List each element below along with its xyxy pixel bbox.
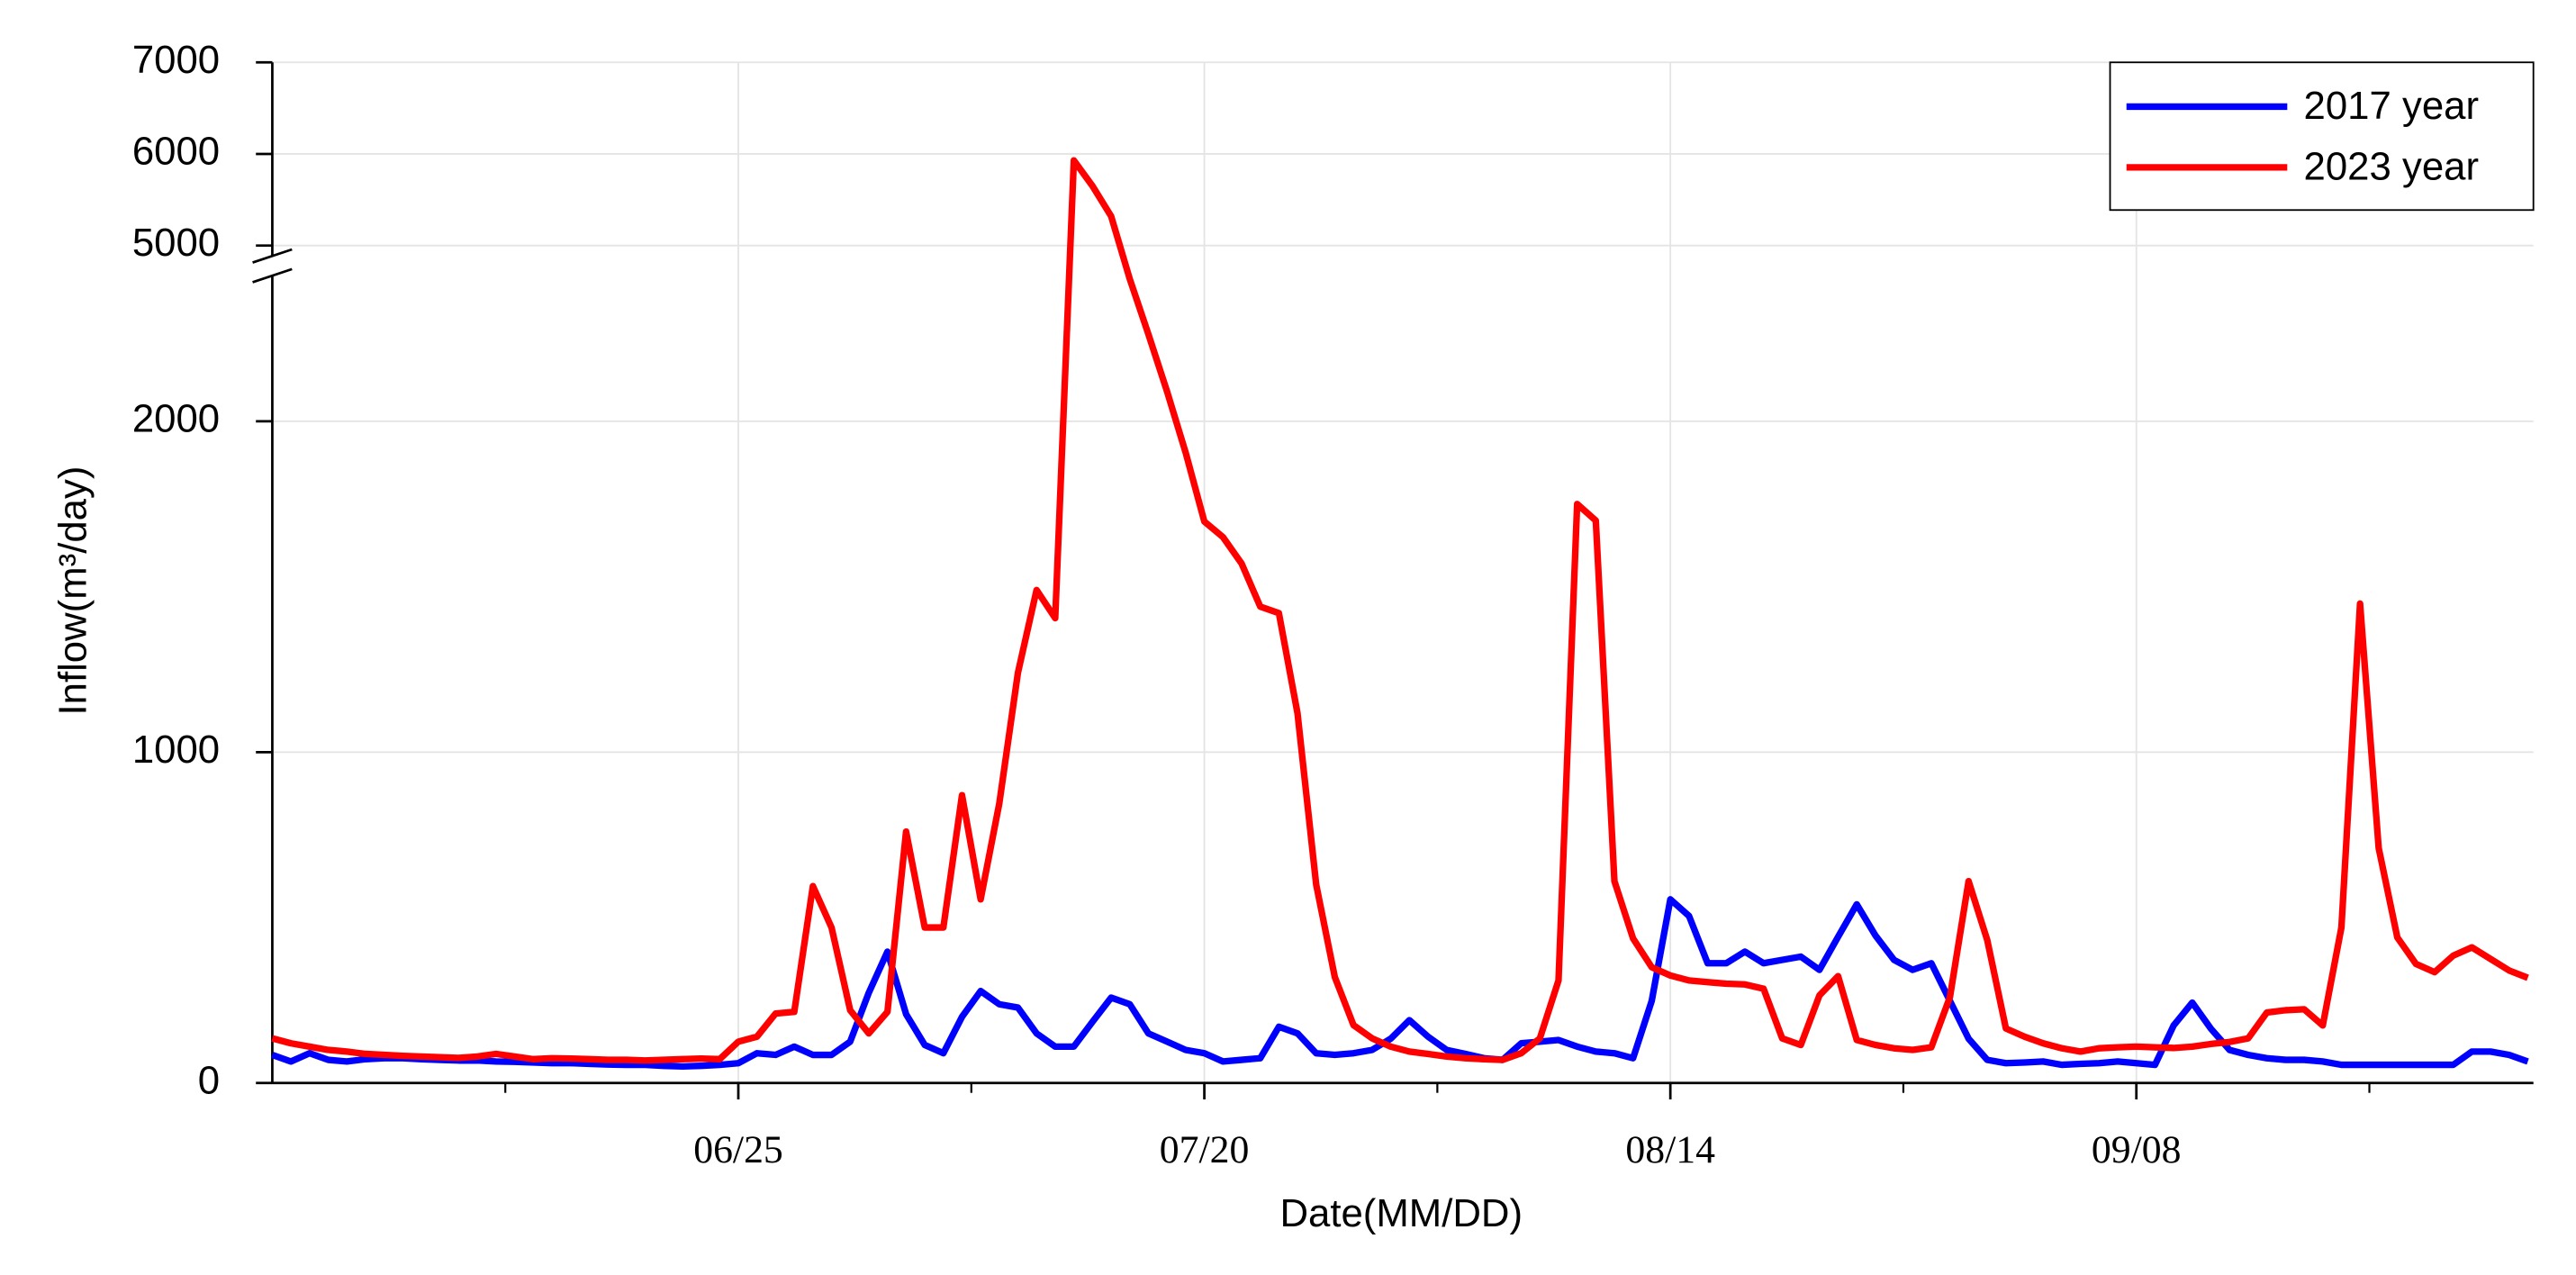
x-tick-label: 06/25 [693, 1128, 783, 1171]
axis-break-gap [248, 256, 297, 276]
y-axis-label: Inflow(m³/day) [50, 466, 95, 716]
legend: 2017 year 2023 year [2109, 61, 2535, 212]
y-tick-label: 0 [198, 1058, 220, 1102]
y-tick-label: 6000 [132, 130, 220, 174]
plot-area [271, 157, 2529, 1071]
axes: 0 1000 2000 5000 6000 7000 06/25 07/20 08/14 09/0… [132, 38, 2534, 1171]
grid [272, 61, 2534, 1084]
legend-label: 2017 year [2304, 84, 2479, 128]
legend-box [2109, 61, 2535, 212]
y-tick-label: 5000 [132, 221, 220, 265]
axis-break-mark [252, 267, 293, 284]
axis-break-mark [252, 248, 293, 264]
legend-label: 2023 year [2304, 144, 2479, 188]
x-tick-label: 07/20 [1160, 1128, 1250, 1171]
y-tick-label: 1000 [132, 728, 220, 772]
x-tick-label: 08/14 [1625, 1128, 1715, 1171]
series-line [271, 896, 2529, 1071]
series-line [271, 157, 2529, 1064]
x-tick-label: 09/08 [2092, 1128, 2182, 1171]
y-tick-label: 7000 [132, 38, 220, 82]
y-tick-label: 2000 [132, 396, 220, 440]
x-axis-label: Date(MM/DD) [1279, 1191, 1523, 1235]
